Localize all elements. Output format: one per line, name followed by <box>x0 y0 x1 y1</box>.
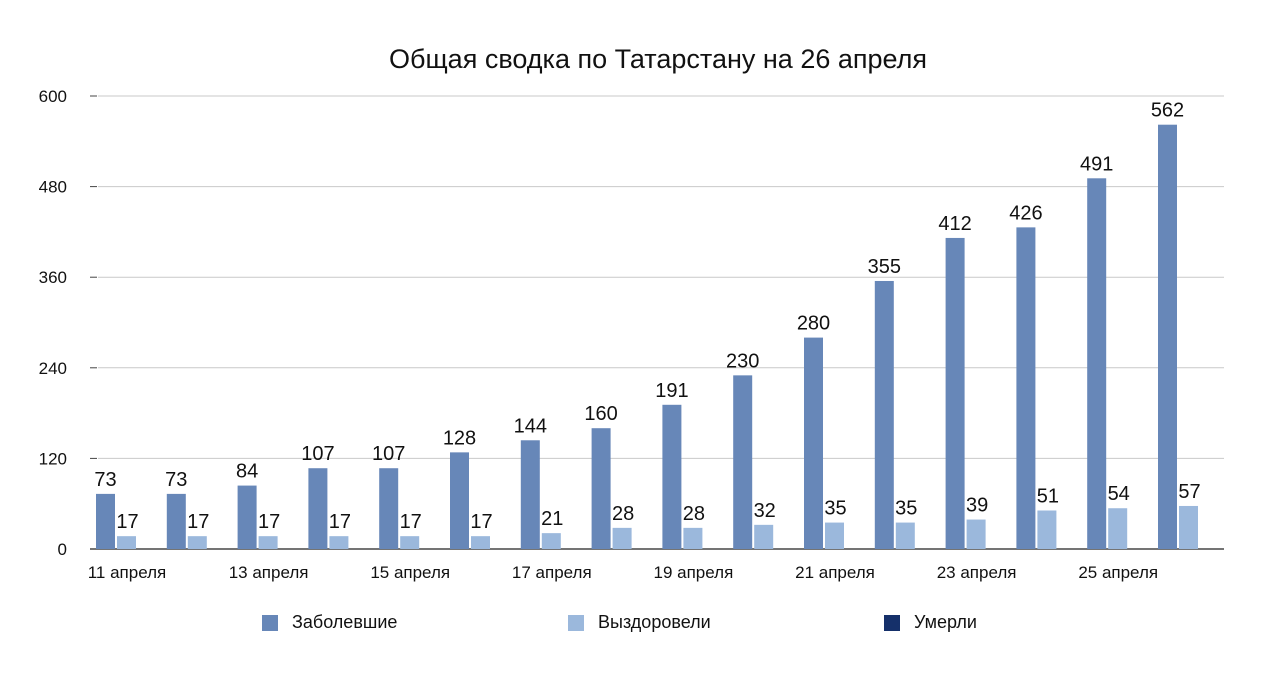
data-label: 280 <box>797 313 830 335</box>
data-label: 39 <box>966 495 988 517</box>
bar-sick <box>166 493 186 549</box>
data-label: 144 <box>514 415 547 437</box>
bar-recovered <box>117 536 136 549</box>
legend-swatch-sick <box>262 614 278 631</box>
y-tick-label: 0 <box>58 540 67 559</box>
data-label: 35 <box>824 498 846 520</box>
bar-recovered <box>1037 510 1057 549</box>
bar-sick <box>662 404 682 549</box>
bar-recovered <box>825 522 844 549</box>
bar-sick <box>450 452 469 549</box>
data-label: 355 <box>868 256 901 278</box>
data-label: 17 <box>116 511 138 533</box>
x-tick-label: 23 апреля <box>937 563 1017 582</box>
data-label: 230 <box>726 350 759 372</box>
data-label: 84 <box>236 461 258 483</box>
bar-recovered <box>541 533 561 549</box>
bar-recovered <box>895 522 915 549</box>
data-label: 17 <box>329 511 351 533</box>
data-labels: 7317731784171071710717128171442116028191… <box>94 100 1200 533</box>
legend-swatch-died <box>884 614 900 631</box>
data-label: 57 <box>1178 481 1200 503</box>
data-label: 562 <box>1151 100 1184 122</box>
x-tick-label: 13 апреля <box>229 563 309 582</box>
bar-sick <box>733 375 753 549</box>
bar-sick <box>237 485 257 549</box>
data-label: 17 <box>187 511 209 533</box>
y-tick-label: 360 <box>39 268 67 287</box>
bar-recovered <box>1179 505 1198 549</box>
bar-sick <box>1158 124 1177 549</box>
legend-item-sick: Заболевшие <box>262 612 397 633</box>
legend: Заболевшие Выздоровели Умерли <box>0 612 1280 636</box>
bar-sick <box>96 493 115 549</box>
data-label: 17 <box>470 511 492 533</box>
legend-label-recovered: Выздоровели <box>598 612 711 632</box>
bar-sick <box>804 337 823 549</box>
data-label: 107 <box>372 443 405 465</box>
bar-recovered <box>1108 508 1128 549</box>
bar-sick <box>1016 227 1036 549</box>
data-label: 54 <box>1108 483 1130 505</box>
bar-sick <box>379 468 399 549</box>
legend-item-recovered: Выздоровели <box>568 612 711 633</box>
gridlines <box>98 95 1224 459</box>
legend-label-sick: Заболевшие <box>292 612 398 632</box>
data-label: 17 <box>258 511 280 533</box>
bar-recovered <box>400 536 420 549</box>
data-label: 51 <box>1037 485 1059 507</box>
x-axis: 11 апреля 13 апреля 15 апреля 17 апреля 19 а… <box>88 563 1158 582</box>
bar-sick <box>520 440 540 549</box>
x-tick-label: 21 апреля <box>795 563 875 582</box>
y-tick-label: 240 <box>39 359 67 378</box>
bar-recovered <box>258 536 278 549</box>
data-label: 160 <box>584 403 617 425</box>
data-label: 32 <box>754 500 776 522</box>
bar-recovered <box>966 519 986 549</box>
legend-swatch-recovered <box>568 614 584 631</box>
legend-item-died: Умерли <box>884 612 977 633</box>
data-label: 191 <box>655 380 688 402</box>
data-label: 491 <box>1080 153 1113 175</box>
data-label: 35 <box>895 498 917 520</box>
x-tick-label: 11 апреля <box>88 563 167 582</box>
bar-recovered <box>329 536 349 549</box>
data-label: 28 <box>612 503 634 525</box>
bar-sick <box>945 237 965 549</box>
x-tick-label: 19 апреля <box>654 563 734 582</box>
bar-sick <box>308 468 328 549</box>
data-label: 73 <box>165 469 187 491</box>
data-label: 128 <box>443 427 476 449</box>
bar-sick <box>591 428 611 549</box>
bar-recovered <box>471 536 490 549</box>
x-tick-label: 17 апреля <box>512 563 592 582</box>
bar-sick <box>1087 178 1107 550</box>
data-label: 17 <box>400 511 422 533</box>
legend-label-died: Умерли <box>914 612 977 632</box>
y-tick-label: 600 <box>39 87 67 106</box>
x-tick-label: 15 апреля <box>370 563 450 582</box>
bar-sick <box>874 280 894 549</box>
data-label: 412 <box>938 213 971 235</box>
data-label: 28 <box>683 503 705 525</box>
bar-recovered <box>612 527 632 549</box>
data-label: 426 <box>1009 202 1042 224</box>
bar-recovered <box>187 536 207 549</box>
chart-title: Общая сводка по Татарстану на 26 апреля <box>389 44 927 74</box>
x-tick-label: 25 апреля <box>1078 563 1158 582</box>
bars <box>96 124 1198 550</box>
data-label: 107 <box>301 443 334 465</box>
bar-recovered <box>683 527 703 549</box>
data-label: 21 <box>541 508 563 530</box>
y-tick-label: 480 <box>39 178 67 197</box>
y-tick-label: 120 <box>39 449 67 468</box>
data-label: 73 <box>94 469 116 491</box>
bar-recovered <box>754 524 774 549</box>
